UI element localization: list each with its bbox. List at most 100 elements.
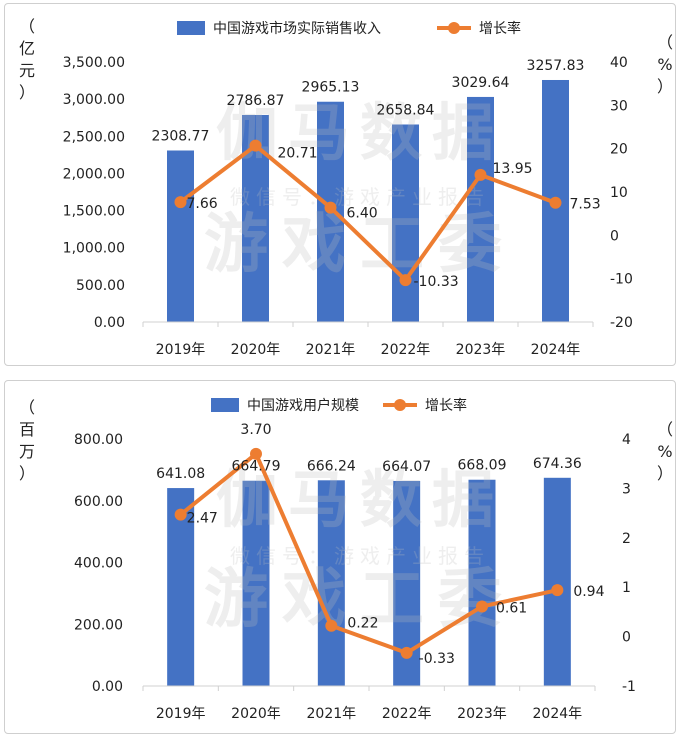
right-y-tick-0: -20 <box>610 315 633 331</box>
watermark-line-2: 微信号：游戏产业报告 <box>230 185 490 209</box>
bar-value-label-0: 2308.77 <box>152 128 210 144</box>
right-axis-unit-char: （ <box>657 33 673 52</box>
growth-point-4 <box>474 168 487 181</box>
growth-point-4 <box>476 600 488 613</box>
legend-line-marker <box>448 22 460 34</box>
x-tick-label-1: 2020年 <box>231 342 281 358</box>
growth-point-0 <box>174 196 187 209</box>
watermark-line-3: 游戏工委 <box>204 208 516 282</box>
x-tick-label-2: 2021年 <box>306 342 356 358</box>
x-tick-label-4: 2023年 <box>456 342 506 358</box>
right-y-tick-4: 3 <box>622 481 631 497</box>
legend-bar-swatch <box>177 21 205 35</box>
bar-value-label-5: 3257.83 <box>527 58 585 74</box>
x-tick-label-5: 2024年 <box>531 342 581 358</box>
bar-2 <box>317 480 345 686</box>
left-y-tick-6: 3,000.00 <box>63 92 125 108</box>
growth-value-label-0: 2.47 <box>187 511 218 527</box>
legend-line-label: 增长率 <box>425 397 467 414</box>
growth-value-label-2: 0.22 <box>347 616 378 632</box>
right-y-tick-1: 0 <box>622 630 631 646</box>
x-tick-label-2: 2021年 <box>307 706 357 722</box>
growth-value-label-1: 20.71 <box>278 146 318 162</box>
left-axis-unit-char: 亿 <box>19 39 35 58</box>
legend-bar-label: 中国游戏市场实际销售收入 <box>213 20 381 37</box>
bar-4 <box>468 479 496 686</box>
growth-value-label-5: 7.53 <box>570 197 601 213</box>
bar-1 <box>242 480 270 686</box>
growth-value-label-3: -0.33 <box>419 651 455 667</box>
left-axis-unit-char: ） <box>19 83 35 102</box>
watermark-line-1: 伽马数据 <box>216 463 504 536</box>
x-tick-label-3: 2022年 <box>381 342 431 358</box>
right-axis-unit-char: ） <box>657 464 673 483</box>
right-y-tick-5: 4 <box>622 432 631 448</box>
x-tick-label-5: 2024年 <box>533 706 583 722</box>
right-y-tick-6: 40 <box>610 55 628 71</box>
left-y-tick-5: 2,500.00 <box>63 129 125 145</box>
left-y-tick-4: 2,000.00 <box>63 166 125 182</box>
left-axis-unit-char: （ <box>19 17 35 36</box>
legend-bar-label: 中国游戏用户规模 <box>247 397 359 414</box>
left-y-tick-1: 200.00 <box>74 617 123 633</box>
growth-point-3 <box>400 646 413 659</box>
growth-line <box>179 451 558 655</box>
users-chart-panel: 伽马数据 微信号：游戏产业报告 游戏工委 2019年 2020年 2021年 2022年 20… <box>4 380 676 734</box>
bar-value-label-3: 2658.84 <box>377 102 435 118</box>
bar-0 <box>167 488 195 686</box>
growth-value-label-0: 7.66 <box>187 196 218 212</box>
growth-value-label-4: 0.61 <box>496 600 527 616</box>
right-y-tick-0: -1 <box>622 679 636 695</box>
left-axis-unit-char: 元 <box>19 61 35 80</box>
left-y-tick-3: 1,500.00 <box>63 204 125 220</box>
bar-value-label-2: 666.24 <box>307 458 356 474</box>
growth-point-1 <box>249 139 262 152</box>
bar-4 <box>467 96 494 322</box>
right-y-tick-2: 0 <box>610 228 619 244</box>
left-y-tick-1: 500.00 <box>76 278 125 294</box>
right-axis-unit-char: （ <box>657 420 673 439</box>
x-tick-label-0: 2019年 <box>156 342 206 358</box>
legend-bar-swatch <box>211 398 239 412</box>
right-y-tick-2: 1 <box>622 580 631 596</box>
right-y-tick-1: -10 <box>610 272 633 288</box>
right-axis-unit-char: % <box>657 55 672 74</box>
left-axis-unit-char: （ <box>19 398 35 417</box>
x-tick-label-3: 2022年 <box>382 706 432 722</box>
growth-point-5 <box>549 196 562 209</box>
right-y-tick-3: 2 <box>622 531 631 547</box>
x-tick-label-1: 2020年 <box>231 706 281 722</box>
growth-value-label-1: 3.70 <box>240 422 271 438</box>
growth-point-2 <box>324 201 337 214</box>
revenue-chart-panel: 伽马数据微信号：游戏产业报告 游戏工委 2019年 2020年 2021年 2022年 20… <box>4 3 676 366</box>
right-y-tick-4: 20 <box>610 142 628 158</box>
growth-value-label-3: -10.33 <box>414 274 459 290</box>
growth-point-0 <box>174 508 187 521</box>
left-axis-unit-char: 万 <box>19 442 35 461</box>
bar-value-label-4: 3029.64 <box>452 75 510 91</box>
bar-value-label-4: 668.09 <box>458 458 507 474</box>
left-y-tick-7: 3,500.00 <box>63 55 125 71</box>
x-tick-label-4: 2023年 <box>457 706 507 722</box>
bar-value-label-0: 641.08 <box>156 466 205 482</box>
bar-value-label-2: 2965.13 <box>302 80 360 96</box>
bar-value-label-3: 664.07 <box>382 459 431 475</box>
growth-line <box>179 143 557 283</box>
right-y-tick-5: 30 <box>610 98 628 114</box>
right-axis-unit-char: % <box>657 442 672 461</box>
legend-line-label: 增长率 <box>479 20 521 37</box>
growth-value-label-4: 13.95 <box>493 161 533 177</box>
growth-point-2 <box>325 619 338 632</box>
right-y-tick-3: 10 <box>610 185 628 201</box>
x-tick-label-0: 2019年 <box>156 706 206 722</box>
growth-value-label-2: 6.40 <box>347 206 378 222</box>
left-y-tick-0: 0.00 <box>94 315 125 331</box>
growth-value-label-5: 0.94 <box>573 584 604 600</box>
watermark-line-1: 伽马数据 <box>216 96 504 169</box>
left-y-tick-2: 1,000.00 <box>63 241 125 257</box>
bar-value-label-1: 2786.87 <box>227 93 285 109</box>
growth-point-1 <box>250 447 262 460</box>
right-axis-unit-char: ） <box>657 77 673 96</box>
